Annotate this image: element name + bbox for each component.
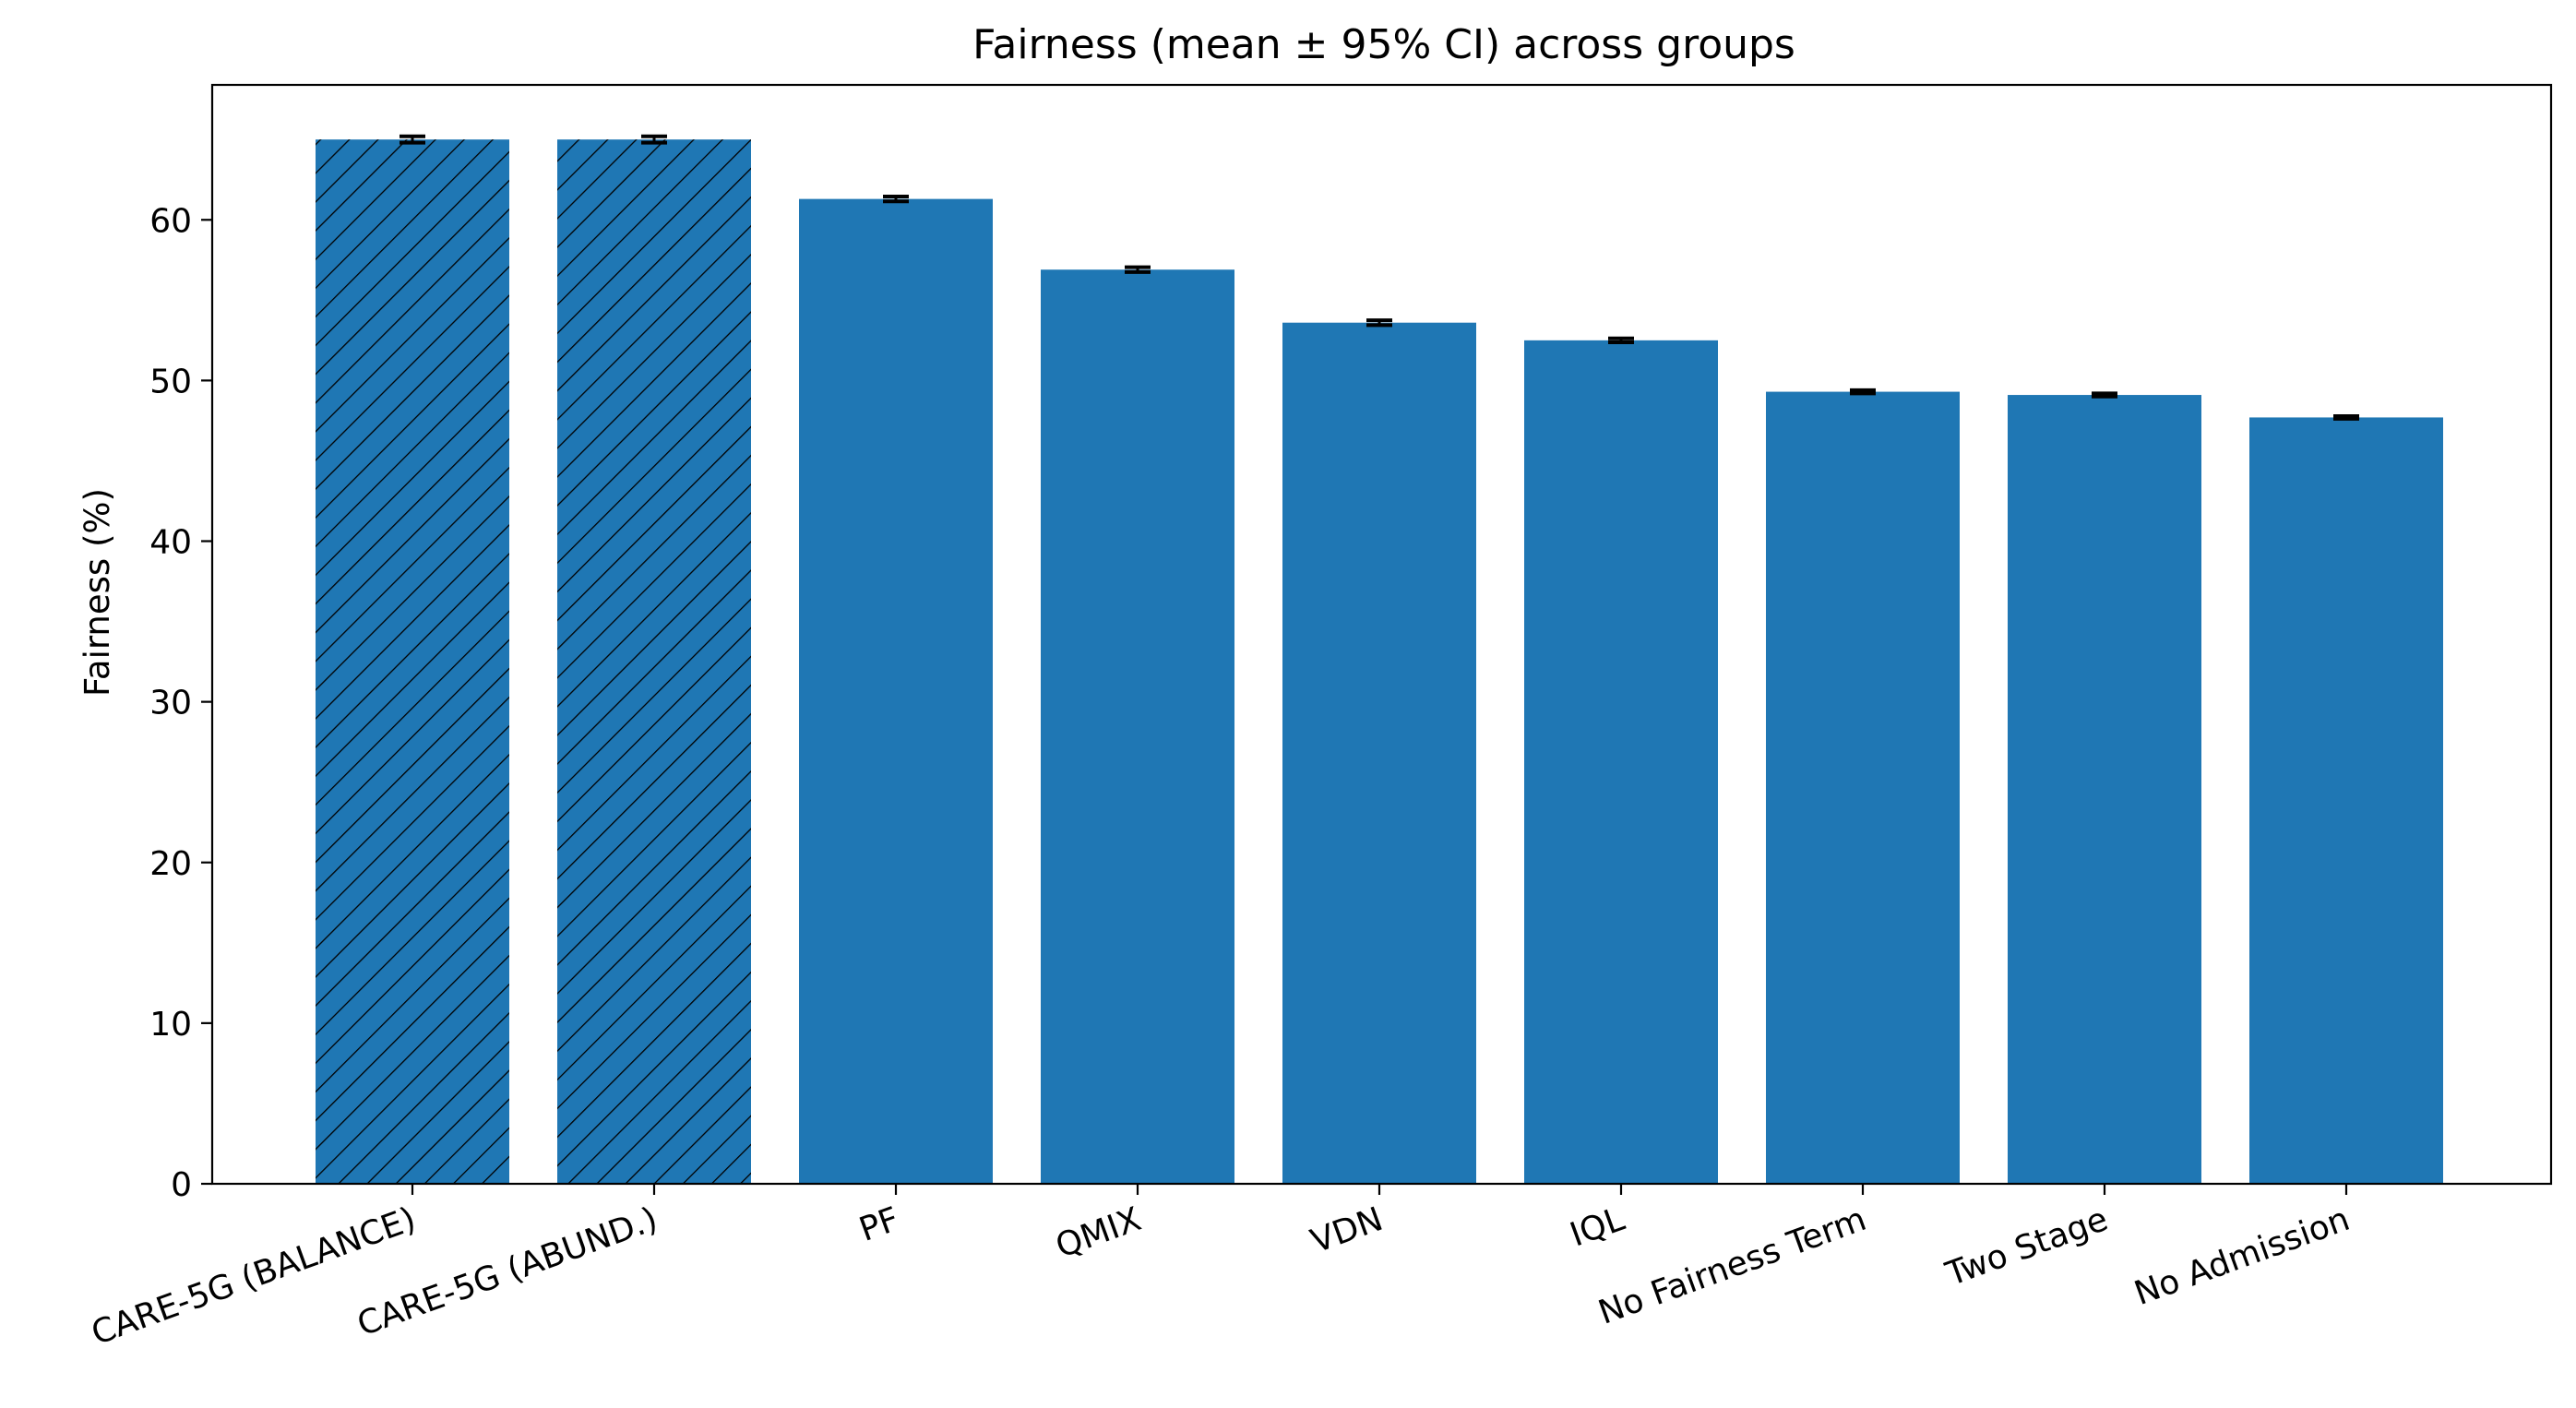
- y-tick-label-0: 0: [171, 1166, 192, 1204]
- x-axis-ticks: CARE-5G (BALANCE)CARE-5G (ABUND.) PF QMIX V…: [87, 1184, 2355, 1353]
- x-tick-label-6: No Fairness Term: [1593, 1200, 1871, 1332]
- error-bar-7: [2092, 391, 2117, 399]
- x-tick-label-2: PF: [854, 1200, 904, 1249]
- x-tick-label-3: QMIX: [1051, 1200, 1146, 1266]
- bar-6: [1766, 391, 1960, 1184]
- x-tick-label-4: VDN: [1306, 1200, 1389, 1261]
- bar-4: [1282, 322, 1476, 1184]
- bar-2: [799, 198, 993, 1184]
- y-tick-label-1: 10: [149, 1006, 192, 1044]
- y-tick-label-5: 50: [149, 363, 192, 400]
- y-axis-ticks: 0 10 20 30 40 50 60: [149, 202, 212, 1204]
- error-bar-5: [1608, 336, 1634, 344]
- bar-5: [1524, 340, 1718, 1185]
- y-tick-label-3: 30: [149, 685, 192, 722]
- chart-title: Fairness (mean ± 95% CI) across groups: [972, 21, 1795, 68]
- error-bar-4: [1366, 318, 1392, 328]
- y-tick-label-6: 60: [149, 202, 192, 240]
- y-tick-label-4: 40: [149, 524, 192, 562]
- plot-area-frame: [210, 83, 2553, 1186]
- x-tick-label-7: Two Stage: [1940, 1200, 2113, 1294]
- bar-8: [2249, 417, 2443, 1184]
- y-tick-label-2: 20: [149, 845, 192, 883]
- bars-layer: [316, 139, 2443, 1185]
- error-bar-0: [400, 134, 425, 145]
- error-bar-6: [1850, 388, 1876, 396]
- bar-hatch-0: [316, 139, 509, 1184]
- error-bar-3: [1125, 265, 1151, 274]
- y-axis-label: Fairness (%): [78, 488, 117, 697]
- x-tick-label-5: IQL: [1566, 1200, 1629, 1255]
- bar-3: [1041, 269, 1234, 1185]
- errorbars-layer: [400, 134, 2359, 421]
- error-bar-2: [883, 195, 909, 204]
- error-bar-1: [641, 134, 667, 145]
- bar-7: [2008, 395, 2201, 1184]
- bar-hatch-1: [557, 139, 751, 1184]
- x-tick-label-8: No Admission: [2129, 1200, 2355, 1313]
- error-bar-8: [2333, 414, 2359, 421]
